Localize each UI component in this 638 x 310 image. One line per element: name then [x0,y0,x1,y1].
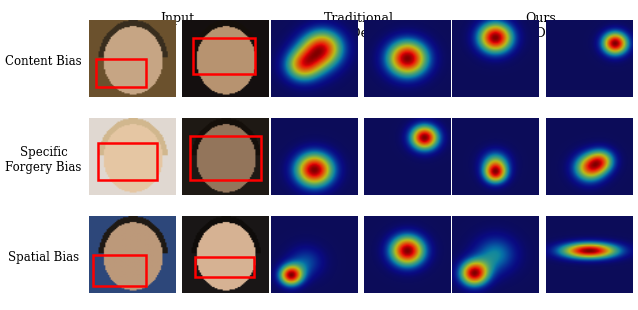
Text: Specific
Forgery Bias: Specific Forgery Bias [5,146,82,174]
Text: Input: Input [160,12,194,25]
Text: Ours
(With Debias): Ours (With Debias) [497,12,584,40]
Bar [98,144,157,180]
Bar [93,255,146,286]
Bar [193,38,255,74]
Bar [195,257,254,277]
Text: Traditional
(w/o Debias): Traditional (w/o Debias) [319,12,399,40]
Bar [189,136,261,180]
Text: Content Bias: Content Bias [5,55,82,68]
Text: Spatial Bias: Spatial Bias [8,251,79,264]
Bar [96,59,146,86]
